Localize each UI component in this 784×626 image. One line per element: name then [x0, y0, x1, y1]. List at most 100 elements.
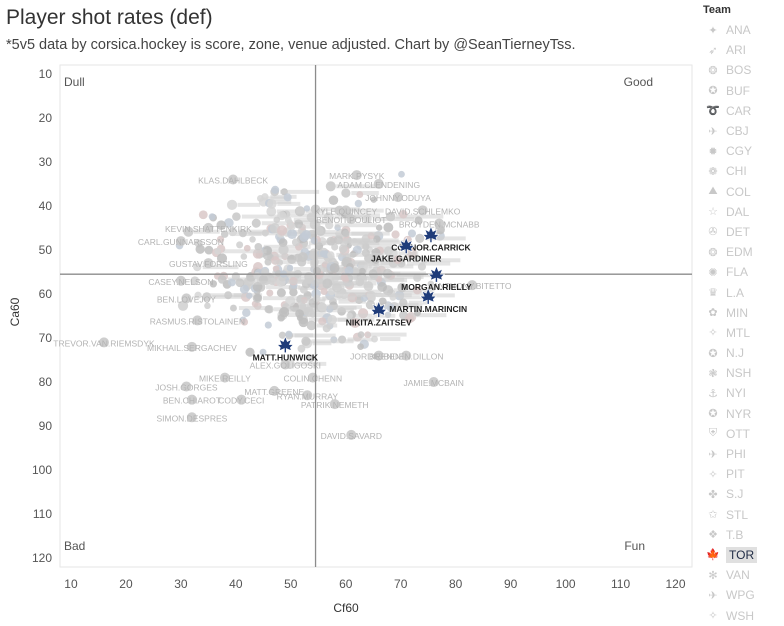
- maple-leaf-icon: [276, 335, 295, 353]
- legend-item-wpg[interactable]: ✈ WPG: [700, 585, 780, 605]
- y-tick-label: 30: [39, 155, 53, 169]
- player-cloud-mark: [318, 317, 327, 326]
- player-cloud-mark: [254, 242, 263, 251]
- legend-item-tb[interactable]: ❖ T.B: [700, 525, 780, 545]
- legend-item-cbj[interactable]: ✈ CBJ: [700, 121, 780, 141]
- legend-item-chi[interactable]: ❁ CHI: [700, 161, 780, 181]
- legend-item-ott[interactable]: ⛨ OTT: [700, 424, 780, 444]
- player-cloud-label-blur: [202, 265, 239, 270]
- player-mark[interactable]: [340, 205, 351, 216]
- highlighted-player-mark[interactable]: [370, 300, 388, 318]
- quadrant-label-good: Good: [624, 75, 653, 89]
- highlighted-player-mark[interactable]: [397, 236, 415, 254]
- legend-item-bos[interactable]: ❂ BOS: [700, 60, 780, 80]
- player-mark[interactable]: [192, 315, 203, 326]
- x-tick-label: 80: [449, 577, 463, 591]
- player-mark[interactable]: [329, 399, 340, 410]
- player-mark[interactable]: [181, 381, 192, 392]
- player-cloud-label-blur: [297, 224, 321, 229]
- player-mark[interactable]: [401, 350, 412, 361]
- player-mark[interactable]: [219, 372, 230, 383]
- player-cloud-label-blur: [283, 271, 315, 276]
- player-mark[interactable]: [186, 412, 197, 423]
- legend-item-min[interactable]: ✿ MIN: [700, 303, 780, 323]
- coyote-icon: ➶: [708, 44, 718, 57]
- legend-item-stl[interactable]: ✩ STL: [700, 505, 780, 525]
- player-label: JORDIE.BENN: [350, 352, 407, 362]
- reference-lines: [60, 65, 692, 567]
- legend-item-col[interactable]: ⛰ COL: [700, 182, 780, 202]
- highlighted-player-mark[interactable]: [276, 335, 295, 353]
- legend-item-phi[interactable]: ✈ PHI: [700, 444, 780, 464]
- player-cloud-mark: [226, 199, 238, 210]
- legend-item-nj[interactable]: ✪ N.J: [700, 343, 780, 363]
- legend-item-pit[interactable]: ✧ PIT: [700, 464, 780, 484]
- legend-item-nyi[interactable]: ⚓ NYI: [700, 383, 780, 403]
- player-mark[interactable]: [98, 337, 109, 348]
- legend-item-fla[interactable]: ✺ FLA: [700, 262, 780, 282]
- player-mark[interactable]: [467, 280, 478, 291]
- legend-item-ana[interactable]: ✦ ANA: [700, 20, 780, 40]
- player-mark[interactable]: [302, 390, 313, 401]
- legend-item-cgy[interactable]: ✹ CGY: [700, 141, 780, 161]
- player-mark[interactable]: [434, 218, 445, 229]
- player-mark[interactable]: [236, 394, 247, 405]
- legend-item-label: BOS: [726, 63, 752, 78]
- player-mark[interactable]: [186, 394, 197, 405]
- highlighted-player-mark[interactable]: [427, 265, 446, 283]
- legend-item-dal[interactable]: ☆ DAL: [700, 202, 780, 222]
- player-mark[interactable]: [280, 359, 291, 370]
- player-mark[interactable]: [228, 174, 239, 185]
- player-cloud-mark: [427, 280, 435, 288]
- player-cloud-mark: [267, 199, 277, 209]
- player-cloud-mark: [326, 236, 336, 246]
- highlighted-player-label: MARTIN.MARINCIN: [389, 304, 467, 314]
- player-cloud-mark: [232, 212, 241, 221]
- legend-item-buf[interactable]: ✪ BUF: [700, 81, 780, 101]
- legend-item-det[interactable]: ✇ DET: [700, 222, 780, 242]
- player-mark[interactable]: [203, 258, 214, 269]
- player-mark[interactable]: [186, 341, 197, 352]
- player-mark[interactable]: [175, 275, 186, 286]
- player-cloud-label-blur: [376, 293, 412, 298]
- highlighted-player-label: NIKITA.ZAITSEV: [346, 317, 412, 327]
- player-cloud-mark: [296, 257, 307, 267]
- legend-item-ari[interactable]: ➶ ARI: [700, 40, 780, 60]
- player-mark[interactable]: [392, 192, 403, 203]
- player-cloud-mark: [216, 235, 225, 244]
- legend-item-mtl[interactable]: ✧ MTL: [700, 323, 780, 343]
- legend-item-van[interactable]: ✻ VAN: [700, 565, 780, 585]
- sabres-icon: ✪: [708, 85, 718, 98]
- player-mark[interactable]: [428, 377, 439, 388]
- legend-item-la[interactable]: ♛ L.A: [700, 282, 780, 302]
- player-label: GUSTAV.FORSLING: [169, 259, 248, 269]
- player-mark[interactable]: [373, 350, 384, 361]
- highlighted-player-mark[interactable]: [419, 287, 437, 305]
- player-cloud-mark: [306, 320, 317, 331]
- legend-item-nsh[interactable]: ❃ NSH: [700, 363, 780, 383]
- legend-item-wsh[interactable]: ✧ WSH: [700, 605, 780, 625]
- legend-item-sj[interactable]: ✤ S.J: [700, 484, 780, 504]
- highlighted-player-mark[interactable]: [422, 225, 440, 243]
- player-mark[interactable]: [269, 385, 280, 396]
- player-mark[interactable]: [181, 293, 192, 304]
- player-cloud-label-blur: [292, 230, 336, 235]
- player-mark[interactable]: [373, 178, 384, 189]
- legend-item-car[interactable]: ➰ CAR: [700, 101, 780, 121]
- player-cloud-label-blur: [393, 271, 426, 276]
- player-mark[interactable]: [203, 222, 214, 233]
- player-mark[interactable]: [175, 236, 186, 247]
- player-mark[interactable]: [417, 205, 428, 216]
- player-label: TREVOR.VAN.RIEMSDYK: [53, 338, 155, 348]
- legend-item-tor[interactable]: 🍁 TOR: [700, 545, 780, 565]
- player-cloud-mark: [208, 213, 216, 221]
- player-cloud-mark: [193, 263, 202, 272]
- player-mark[interactable]: [346, 429, 357, 440]
- legend-item-edm[interactable]: ❂ EDM: [700, 242, 780, 262]
- player-cloud-mark: [246, 292, 253, 299]
- player-mark[interactable]: [351, 170, 362, 181]
- player-mark[interactable]: [346, 214, 357, 225]
- legend-item-nyr[interactable]: ✪ NYR: [700, 404, 780, 424]
- player-cloud-label-blur: [277, 201, 301, 206]
